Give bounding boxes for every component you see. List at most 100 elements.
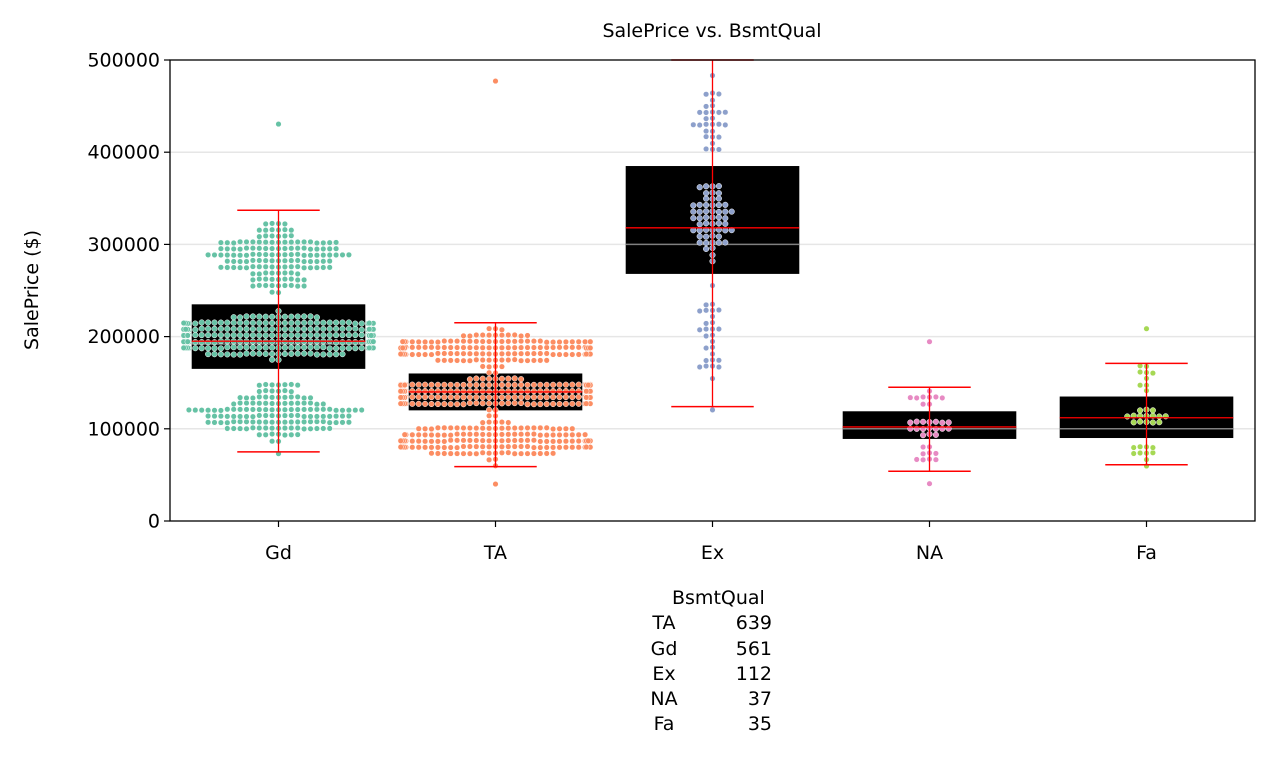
swarm-point-TA xyxy=(473,431,480,438)
swarm-point-Gd xyxy=(230,351,237,358)
swarm-point-TA xyxy=(543,450,550,457)
swarm-point-Gd xyxy=(294,257,301,264)
swarm-point-Gd xyxy=(249,418,256,425)
swarm-point-Gd xyxy=(256,388,263,395)
swarm-point-Fa xyxy=(1149,444,1156,451)
swarm-point-Gd xyxy=(249,263,256,270)
y-tick-label: 0 xyxy=(148,511,160,533)
swarm-point-Fa xyxy=(1149,419,1156,426)
swarm-point-Gd xyxy=(185,406,192,413)
swarm-point-TA xyxy=(575,387,582,395)
swarm-point-Ex xyxy=(703,128,710,135)
swarm-point-TA xyxy=(447,344,454,351)
swarm-point-TA xyxy=(498,338,505,345)
swarm-point-Ex xyxy=(696,307,703,315)
swarm-point-TA xyxy=(447,432,454,439)
swarm-point-Gd xyxy=(211,251,218,259)
swarm-point-Gd xyxy=(326,319,333,326)
swarm-point-Gd xyxy=(288,381,295,388)
swarm-point-Gd xyxy=(243,400,250,407)
swarm-point-Gd xyxy=(313,406,320,413)
swarm-point-TA xyxy=(434,350,441,357)
swarm-point-Gd xyxy=(262,344,269,351)
swarm-point-TA xyxy=(537,438,544,445)
swarm-point-Gd xyxy=(281,326,288,333)
swarm-point-Gd xyxy=(249,270,256,277)
swarm-point-TA xyxy=(473,375,480,382)
swarm-point-TA xyxy=(397,443,404,451)
swarm-point-TA xyxy=(409,444,416,451)
swarm-point-Ex xyxy=(696,201,703,208)
swarm-point-Ex xyxy=(690,215,697,222)
swarm-point-TA xyxy=(498,332,505,339)
swarm-point-Gd xyxy=(211,332,218,339)
swarm-point-Gd xyxy=(230,239,237,247)
swarm-point-TA xyxy=(422,338,429,346)
swarm-point-Gd xyxy=(180,320,187,327)
swarm-point-Gd xyxy=(256,400,263,407)
swarm-point-Gd xyxy=(301,413,308,420)
swarm-point-Fa xyxy=(1137,443,1144,450)
swarm-point-Gd xyxy=(192,345,199,352)
y-tick-label: 500000 xyxy=(87,50,160,72)
swarm-point-Gd xyxy=(288,431,295,438)
swarm-point-TA xyxy=(537,401,544,408)
swarm-point-NA xyxy=(920,456,927,463)
swarm-point-Fa xyxy=(1130,444,1137,451)
swarm-point-NA xyxy=(920,393,927,401)
swarm-point-TA xyxy=(460,401,467,408)
counts-row: NA 37 xyxy=(600,687,860,712)
swarm-point-TA xyxy=(447,381,454,388)
swarm-point-Gd xyxy=(262,220,269,227)
swarm-point-Gd xyxy=(237,264,244,271)
swarm-point-Gd xyxy=(256,270,263,278)
swarm-point-TA xyxy=(575,438,582,445)
swarm-point-TA xyxy=(479,400,486,407)
swarm-point-Gd xyxy=(345,345,352,352)
swarm-point-Gd xyxy=(224,239,231,246)
swarm-point-Gd xyxy=(269,257,276,264)
swarm-point-Gd xyxy=(269,356,276,363)
swarm-point-Ex xyxy=(715,233,722,240)
swarm-point-Gd xyxy=(288,350,295,357)
swarm-point-Gd xyxy=(205,319,212,326)
swarm-point-TA xyxy=(518,344,525,351)
swarm-point-TA xyxy=(460,388,467,395)
swarm-point-Fa xyxy=(1130,450,1137,457)
swarm-point-TA xyxy=(524,394,531,401)
swarm-point-TA xyxy=(498,381,505,389)
swarm-point-TA xyxy=(441,401,448,408)
swarm-point-Gd xyxy=(237,314,244,321)
swarm-point-Fa xyxy=(1156,413,1163,420)
swarm-point-TA xyxy=(434,424,441,431)
swarm-point-TA xyxy=(524,350,531,357)
swarm-point-Gd xyxy=(352,345,359,352)
swarm-point-Gd xyxy=(281,245,288,252)
swarm-point-TA xyxy=(498,437,505,444)
swarm-point-Gd xyxy=(269,430,276,438)
swarm-point-Gd xyxy=(249,413,256,420)
swarm-point-TA xyxy=(434,381,441,388)
swarm-point-TA xyxy=(486,357,493,364)
swarm-point-TA xyxy=(473,331,480,339)
swarm-point-Gd xyxy=(237,258,244,265)
swarm-point-TA xyxy=(486,325,493,332)
swarm-point-Gd xyxy=(237,332,244,339)
swarm-point-Gd xyxy=(184,338,191,345)
swarm-point-Gd xyxy=(281,419,288,426)
swarm-point-Gd xyxy=(281,220,288,227)
swarm-point-TA xyxy=(428,400,435,408)
swarm-point-TA xyxy=(447,424,454,431)
swarm-point-TA xyxy=(556,351,563,358)
swarm-point-Ex xyxy=(703,91,710,98)
swarm-point-Gd xyxy=(320,425,327,432)
swarm-point-TA xyxy=(434,344,441,351)
swarm-point-Gd xyxy=(288,245,295,252)
swarm-point-Ex xyxy=(715,306,722,314)
swarm-point-Gd xyxy=(294,393,301,400)
swarm-point-TA xyxy=(585,382,592,389)
swarm-point-Ex xyxy=(703,109,710,116)
swarm-point-Gd xyxy=(313,252,320,259)
swarm-point-TA xyxy=(530,450,537,457)
swarm-point-TA xyxy=(428,425,435,433)
